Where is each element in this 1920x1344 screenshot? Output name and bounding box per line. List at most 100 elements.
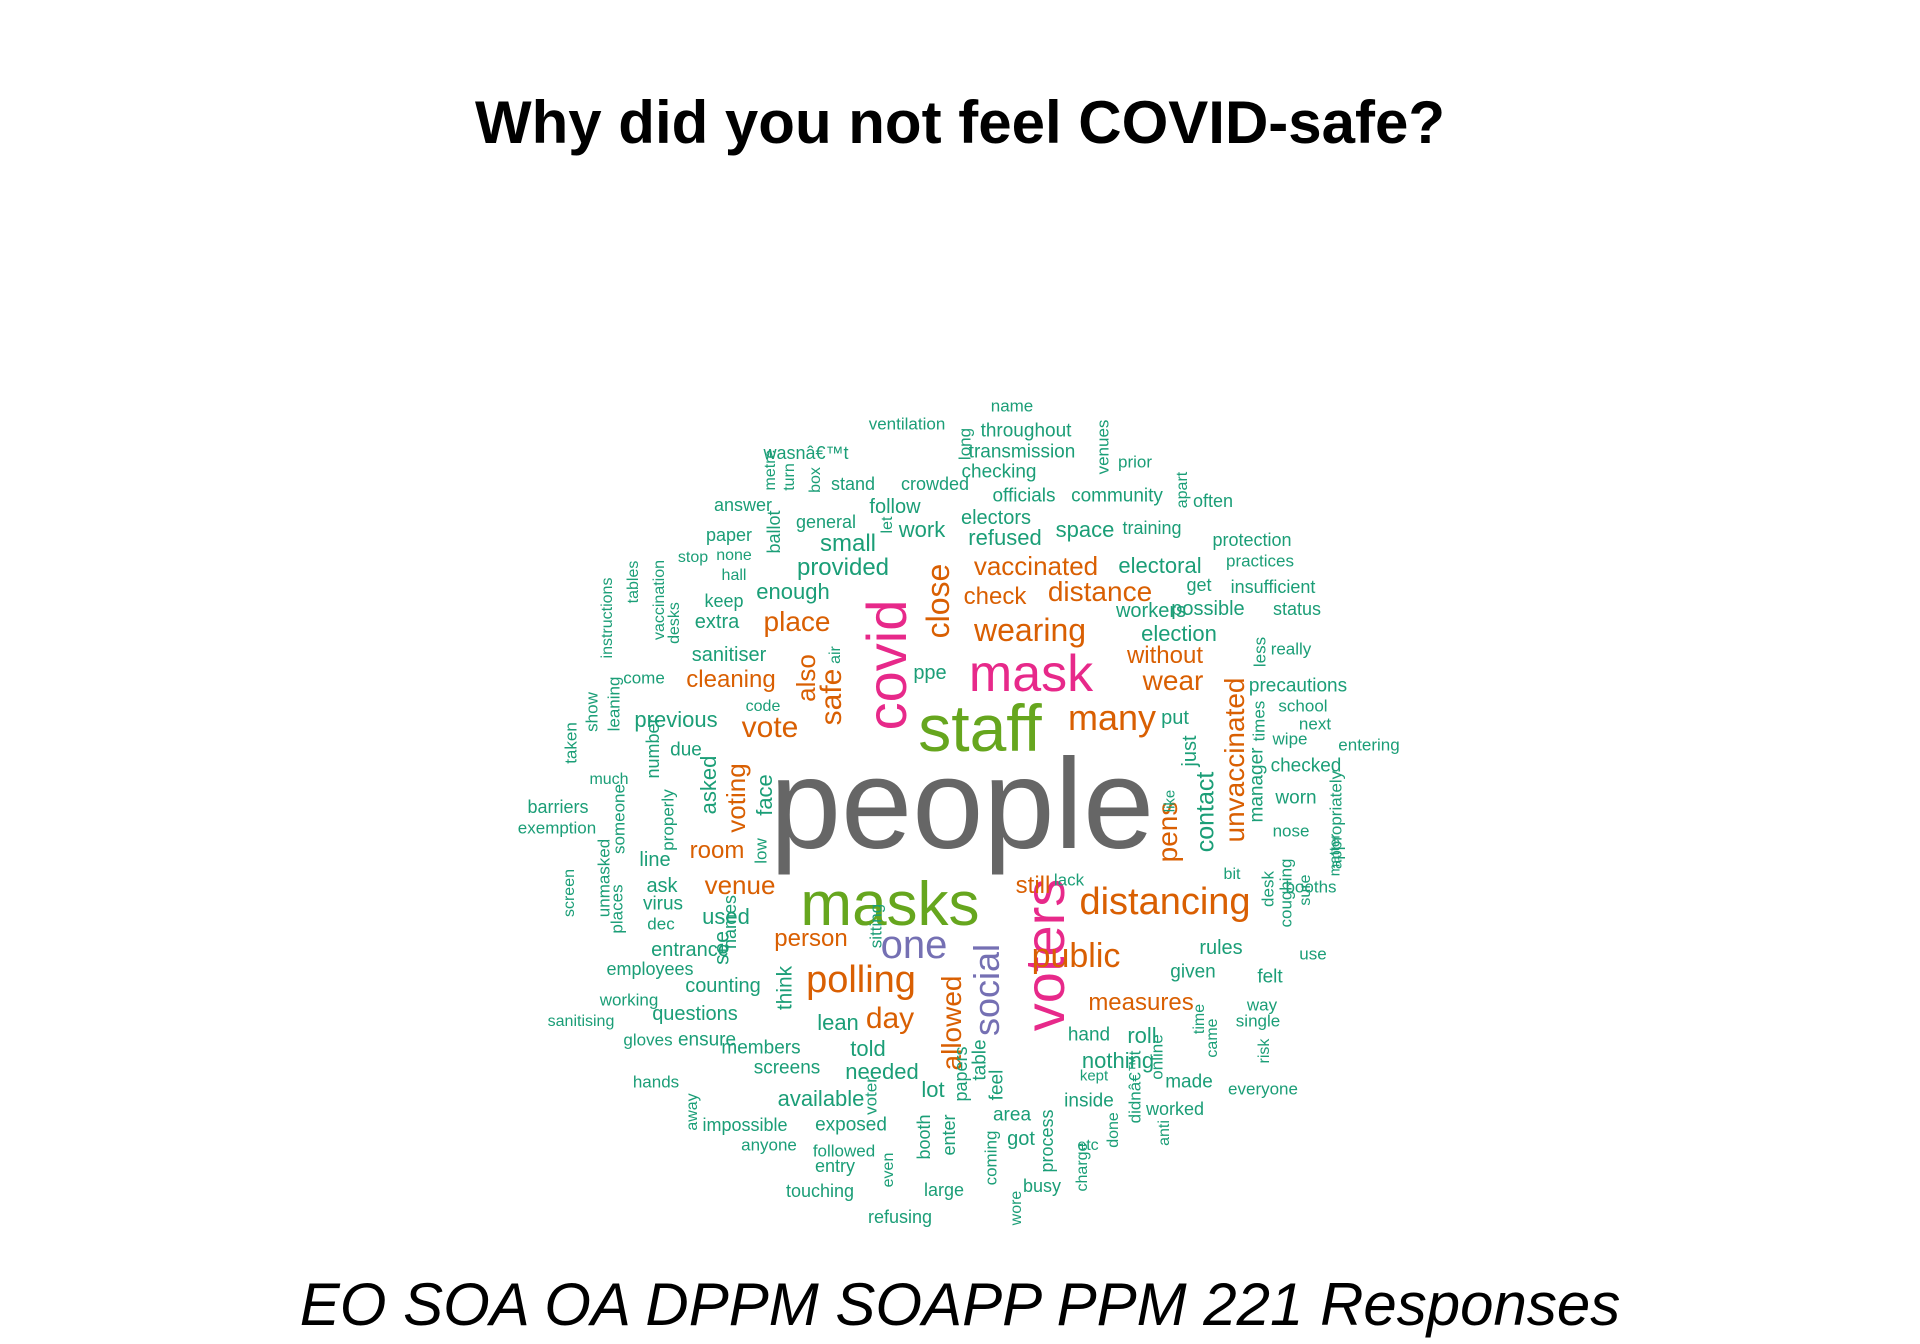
- word-77: instructions: [600, 578, 616, 659]
- word-60: refused: [968, 527, 1041, 549]
- word-177: worked: [1146, 1100, 1204, 1118]
- word-75: get: [1186, 576, 1211, 594]
- word-54: general: [796, 513, 856, 531]
- word-27: venue: [705, 872, 776, 898]
- word-173: voter: [863, 1077, 880, 1115]
- word-18: vote: [742, 713, 799, 743]
- word-50: officials: [992, 487, 1055, 506]
- word-185: booth: [915, 1114, 933, 1159]
- word-91: show: [584, 692, 601, 732]
- word-59: work: [899, 519, 945, 541]
- word-78: desks: [667, 602, 683, 644]
- word-16: close: [922, 564, 954, 639]
- word-191: even: [881, 1153, 897, 1188]
- word-196: busy: [1023, 1177, 1061, 1195]
- word-149: lean: [817, 1012, 859, 1034]
- word-70: practices: [1226, 553, 1294, 570]
- word-81: workers: [1116, 601, 1186, 621]
- word-113: barriers: [527, 798, 588, 816]
- word-20: also: [793, 654, 819, 702]
- word-115: properly: [660, 789, 677, 850]
- word-53: often: [1193, 492, 1233, 510]
- word-112: worn: [1275, 789, 1316, 808]
- word-198: wore: [1009, 1191, 1025, 1226]
- word-31: measures: [1088, 991, 1193, 1015]
- word-43: turn: [782, 463, 798, 491]
- word-197: touching: [786, 1182, 854, 1200]
- word-127: desk: [1260, 871, 1277, 907]
- word-76: insufficient: [1231, 578, 1316, 596]
- word-145: think: [775, 966, 796, 1010]
- word-11: polling: [806, 961, 916, 999]
- word-164: needed: [845, 1061, 918, 1083]
- word-188: process: [1038, 1109, 1056, 1172]
- word-9: distancing: [1079, 883, 1250, 921]
- word-41: prior: [1118, 454, 1152, 471]
- word-118: exemption: [518, 820, 596, 837]
- word-14: vaccinated: [974, 553, 1098, 579]
- word-143: felt: [1257, 968, 1282, 987]
- word-74: enough: [756, 581, 829, 603]
- word-62: training: [1122, 519, 1181, 537]
- word-89: ppe: [913, 663, 946, 683]
- word-66: small: [820, 532, 876, 556]
- word-195: large: [924, 1181, 964, 1199]
- word-184: anyone: [741, 1137, 797, 1154]
- word-19: safe: [817, 669, 847, 726]
- page-subtitle: EO SOA OA DPPM SOAPP PPM 221 Responses: [0, 1272, 1920, 1338]
- word-47: checking: [962, 463, 1037, 482]
- word-25: voting: [723, 763, 749, 832]
- word-186: enter: [940, 1114, 958, 1155]
- word-72: tables: [626, 561, 642, 604]
- word-67: hall: [722, 568, 747, 584]
- word-129: places: [609, 884, 626, 933]
- word-83: election: [1141, 623, 1217, 645]
- word-23: wear: [1143, 667, 1204, 695]
- word-137: rules: [1199, 938, 1242, 958]
- word-174: available: [778, 1088, 865, 1110]
- word-96: put: [1161, 708, 1189, 728]
- word-155: hand: [1068, 1026, 1110, 1045]
- word-61: space: [1056, 519, 1115, 541]
- word-141: employees: [606, 960, 693, 978]
- word-26: room: [690, 839, 745, 863]
- word-21: cleaning: [686, 668, 775, 692]
- word-15: check: [964, 585, 1027, 609]
- word-56: paper: [706, 526, 752, 544]
- word-136: sitting: [868, 904, 885, 948]
- word-130: virus: [643, 895, 683, 914]
- word-3: mask: [969, 648, 1093, 700]
- word-138: use: [1299, 946, 1326, 963]
- word-49: follow: [869, 497, 920, 517]
- word-140: see: [712, 931, 733, 965]
- word-79: extra: [695, 612, 739, 632]
- word-158: members: [721, 1039, 800, 1058]
- word-85: air: [828, 646, 844, 664]
- word-99: wipe: [1273, 731, 1308, 748]
- word-180: exposed: [815, 1116, 887, 1135]
- word-65: none: [716, 548, 752, 564]
- word-146: working: [600, 992, 659, 1009]
- word-171: papers: [952, 1046, 970, 1101]
- word-168: everyone: [1228, 1081, 1298, 1098]
- word-121: line: [639, 850, 670, 870]
- word-90: precautions: [1249, 677, 1347, 696]
- word-45: stand: [831, 475, 875, 493]
- word-58: let: [880, 517, 896, 534]
- word-119: matter: [1328, 834, 1343, 877]
- word-167: kept: [1080, 1069, 1108, 1084]
- word-110: like: [1163, 790, 1178, 813]
- word-156: gloves: [623, 1032, 672, 1049]
- word-93: code: [746, 699, 781, 715]
- word-34: name: [991, 398, 1034, 415]
- word-199: refusing: [868, 1208, 932, 1226]
- word-1: staff: [918, 695, 1042, 761]
- word-73: keep: [704, 592, 743, 610]
- word-125: screen: [562, 869, 578, 917]
- word-104: just: [1180, 735, 1200, 766]
- word-109: manager: [1248, 748, 1267, 823]
- word-51: community: [1071, 487, 1163, 506]
- word-36: throughout: [981, 422, 1072, 441]
- word-178: away: [685, 1093, 701, 1130]
